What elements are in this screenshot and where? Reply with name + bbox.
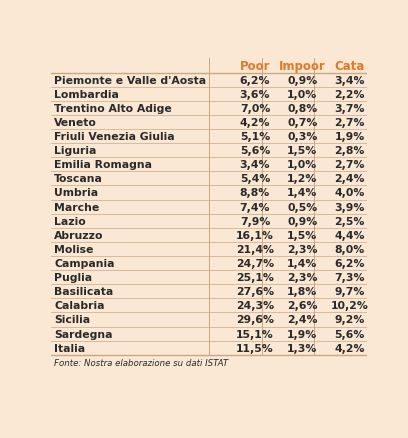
Text: 1,5%: 1,5%: [287, 146, 317, 156]
Text: 2,3%: 2,3%: [287, 272, 318, 283]
Text: 1,9%: 1,9%: [287, 329, 317, 339]
Text: Sardegna: Sardegna: [54, 329, 113, 339]
Text: 24,7%: 24,7%: [236, 258, 274, 268]
Text: Italia: Italia: [54, 343, 85, 353]
Text: 29,6%: 29,6%: [236, 315, 274, 325]
Text: 4,0%: 4,0%: [335, 188, 365, 198]
Text: 21,4%: 21,4%: [236, 244, 274, 254]
Text: 0,7%: 0,7%: [287, 118, 317, 127]
Text: 3,4%: 3,4%: [239, 160, 270, 170]
Text: 5,6%: 5,6%: [240, 146, 270, 156]
Text: Piemonte e Valle d'Aosta: Piemonte e Valle d'Aosta: [54, 75, 206, 85]
Text: 2,7%: 2,7%: [335, 160, 365, 170]
Text: 1,9%: 1,9%: [335, 132, 365, 142]
Text: Lombardia: Lombardia: [54, 89, 119, 99]
Text: 25,1%: 25,1%: [236, 272, 274, 283]
Text: Umbria: Umbria: [54, 188, 98, 198]
Text: 8,8%: 8,8%: [240, 188, 270, 198]
Text: Campania: Campania: [54, 258, 115, 268]
Text: 0,9%: 0,9%: [287, 75, 317, 85]
Text: 5,1%: 5,1%: [240, 132, 270, 142]
Text: 1,0%: 1,0%: [287, 89, 317, 99]
Text: Poor: Poor: [239, 60, 270, 73]
Text: 3,9%: 3,9%: [335, 202, 365, 212]
Text: Lazio: Lazio: [54, 216, 86, 226]
Text: 1,8%: 1,8%: [287, 286, 317, 297]
Text: 7,0%: 7,0%: [240, 104, 270, 113]
Text: 11,5%: 11,5%: [236, 343, 274, 353]
Text: 0,3%: 0,3%: [287, 132, 317, 142]
Text: 0,5%: 0,5%: [287, 202, 317, 212]
Text: 7,4%: 7,4%: [239, 202, 270, 212]
Text: 7,3%: 7,3%: [335, 272, 365, 283]
Text: 2,8%: 2,8%: [335, 146, 365, 156]
Text: Sicilia: Sicilia: [54, 315, 90, 325]
Text: 2,4%: 2,4%: [287, 315, 318, 325]
Text: 1,3%: 1,3%: [287, 343, 317, 353]
Text: 0,9%: 0,9%: [287, 216, 317, 226]
Text: Liguria: Liguria: [54, 146, 97, 156]
Text: 15,1%: 15,1%: [236, 329, 274, 339]
Text: 6,2%: 6,2%: [335, 258, 365, 268]
Text: Abruzzo: Abruzzo: [54, 230, 104, 240]
Text: 2,7%: 2,7%: [335, 118, 365, 127]
Text: 16,1%: 16,1%: [236, 230, 274, 240]
Text: Molise: Molise: [54, 244, 93, 254]
Text: Toscana: Toscana: [54, 174, 103, 184]
Text: 9,7%: 9,7%: [335, 286, 365, 297]
Text: 9,2%: 9,2%: [335, 315, 365, 325]
Text: Veneto: Veneto: [54, 118, 97, 127]
Text: Basilicata: Basilicata: [54, 286, 113, 297]
Text: 4,4%: 4,4%: [335, 230, 365, 240]
Text: 1,4%: 1,4%: [287, 258, 317, 268]
Text: 2,2%: 2,2%: [335, 89, 365, 99]
Text: 5,6%: 5,6%: [335, 329, 365, 339]
Text: 2,6%: 2,6%: [287, 300, 318, 311]
Text: 2,5%: 2,5%: [335, 216, 365, 226]
Text: Emilia Romagna: Emilia Romagna: [54, 160, 152, 170]
Text: 1,4%: 1,4%: [287, 188, 317, 198]
Text: 8,0%: 8,0%: [335, 244, 365, 254]
Text: Trentino Alto Adige: Trentino Alto Adige: [54, 104, 172, 113]
Text: 10,2%: 10,2%: [331, 300, 369, 311]
Text: 4,2%: 4,2%: [239, 118, 270, 127]
Text: 7,9%: 7,9%: [240, 216, 270, 226]
Text: 1,0%: 1,0%: [287, 160, 317, 170]
Text: Calabria: Calabria: [54, 300, 105, 311]
Text: Fonte: Nostra elaborazione su dati ISTAT: Fonte: Nostra elaborazione su dati ISTAT: [54, 358, 228, 367]
Text: Puglia: Puglia: [54, 272, 92, 283]
Text: Marche: Marche: [54, 202, 100, 212]
Text: 3,4%: 3,4%: [335, 75, 365, 85]
Text: 24,3%: 24,3%: [236, 300, 274, 311]
Text: Cata: Cata: [335, 60, 365, 73]
Text: Impoor: Impoor: [279, 60, 326, 73]
Text: 27,6%: 27,6%: [236, 286, 274, 297]
Text: Friuli Venezia Giulia: Friuli Venezia Giulia: [54, 132, 175, 142]
Text: 0,8%: 0,8%: [287, 104, 317, 113]
Text: 3,6%: 3,6%: [239, 89, 270, 99]
Text: 6,2%: 6,2%: [239, 75, 270, 85]
Text: 4,2%: 4,2%: [335, 343, 365, 353]
Text: 1,2%: 1,2%: [287, 174, 317, 184]
Text: 2,4%: 2,4%: [335, 174, 365, 184]
Text: 5,4%: 5,4%: [240, 174, 270, 184]
Text: 1,5%: 1,5%: [287, 230, 317, 240]
Text: 3,7%: 3,7%: [335, 104, 365, 113]
Text: 2,3%: 2,3%: [287, 244, 318, 254]
